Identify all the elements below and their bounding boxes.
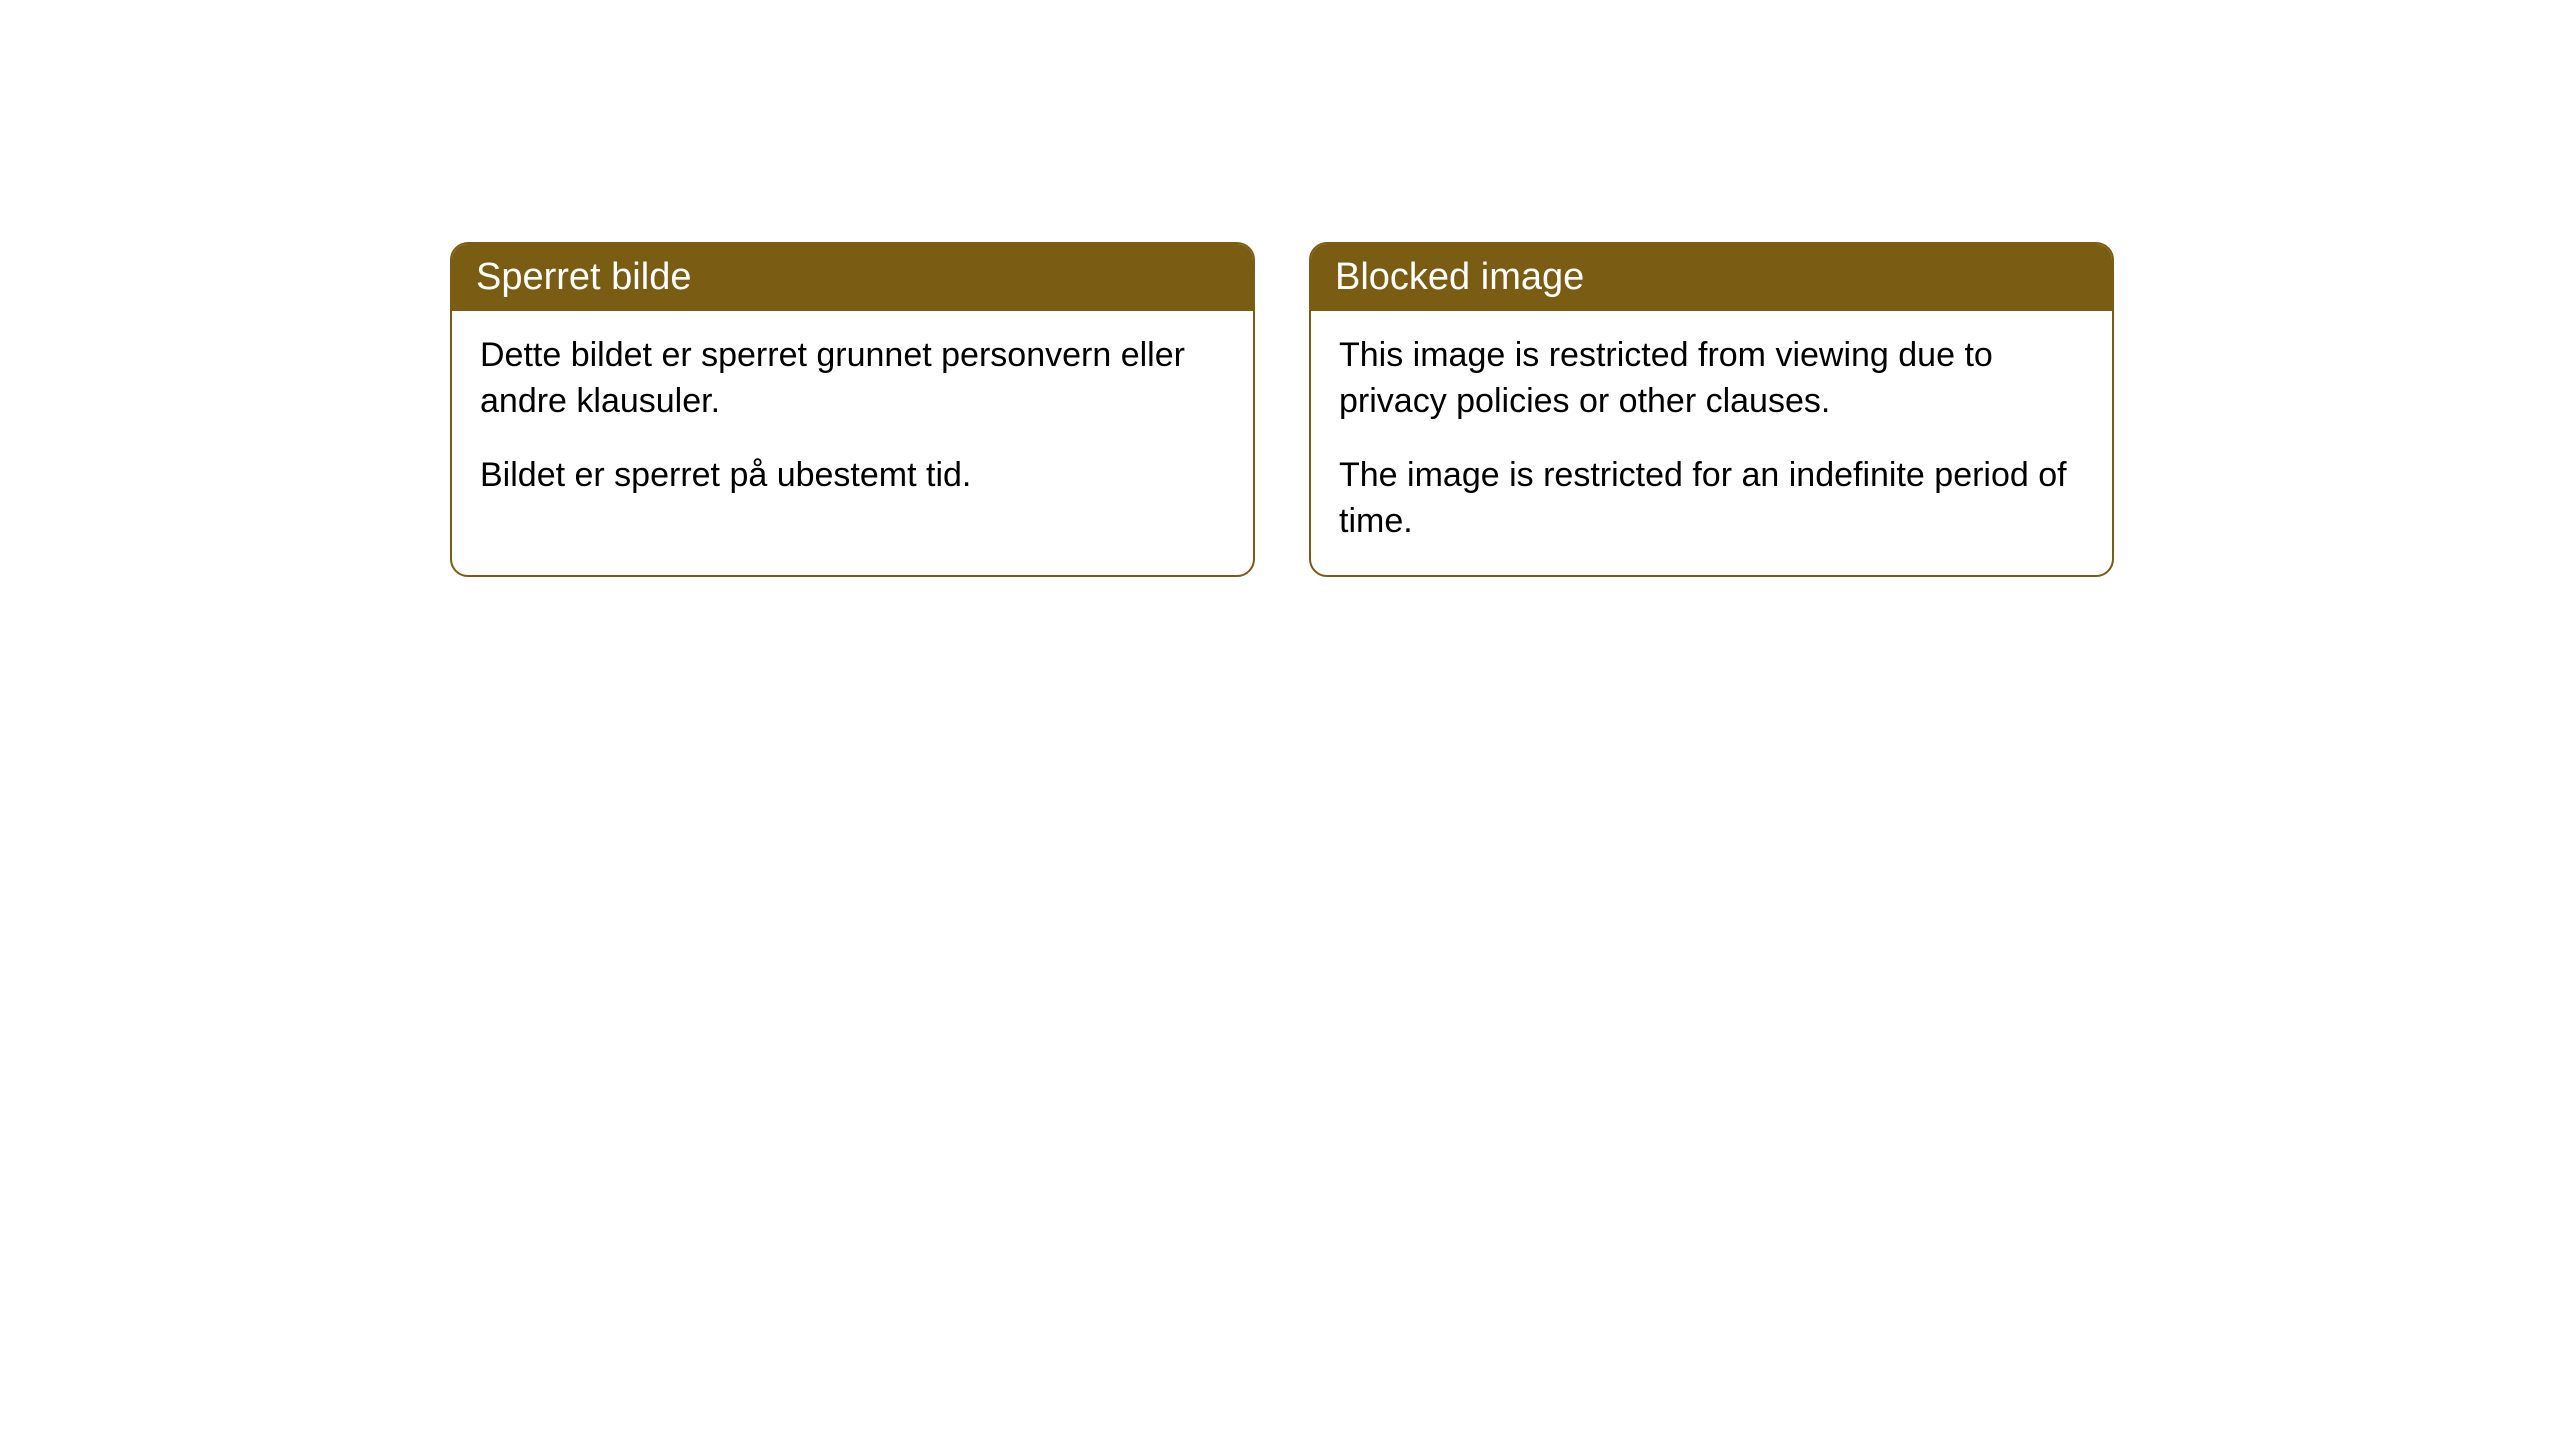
card-title: Sperret bilde	[476, 256, 691, 298]
card-paragraph: The image is restricted for an indefinit…	[1339, 453, 2084, 545]
card-body: This image is restricted from viewing du…	[1311, 311, 2112, 575]
notice-card-norwegian: Sperret bilde Dette bildet er sperret gr…	[450, 242, 1255, 577]
notice-card-english: Blocked image This image is restricted f…	[1309, 242, 2114, 577]
card-title: Blocked image	[1335, 256, 1584, 298]
notice-cards-container: Sperret bilde Dette bildet er sperret gr…	[0, 0, 2560, 577]
card-header: Sperret bilde	[452, 244, 1253, 311]
card-paragraph: Bildet er sperret på ubestemt tid.	[480, 453, 1225, 499]
card-paragraph: This image is restricted from viewing du…	[1339, 333, 2084, 425]
card-header: Blocked image	[1311, 244, 2112, 311]
card-body: Dette bildet er sperret grunnet personve…	[452, 311, 1253, 529]
card-paragraph: Dette bildet er sperret grunnet personve…	[480, 333, 1225, 425]
